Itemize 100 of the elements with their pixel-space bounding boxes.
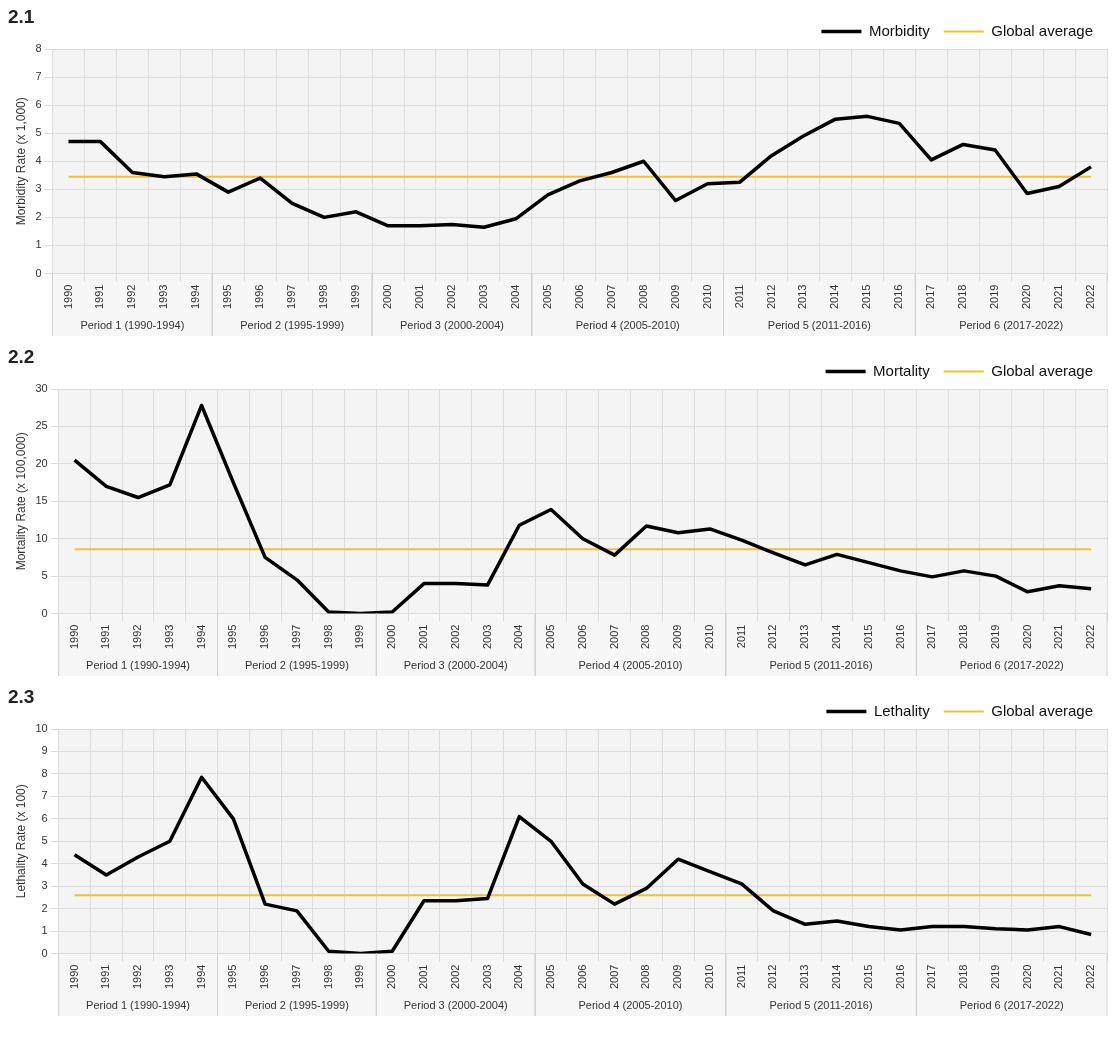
x-tick-label: 2021 [1052, 964, 1065, 990]
x-tick-label: 2020 [1020, 624, 1033, 650]
band-label: Period 2 (1995-1999) [244, 999, 349, 1012]
y-tick-label: 3 [41, 879, 48, 892]
x-tick-label: 1994 [189, 284, 202, 310]
x-tick-label: 2011 [732, 284, 745, 309]
x-tick-label: 2007 [607, 624, 620, 650]
x-tick-label: 1995 [226, 624, 239, 650]
x-tick-label: 2014 [828, 284, 841, 310]
y-tick-label: 10 [35, 722, 48, 735]
band-label: Period 5 (2011-2016) [767, 319, 871, 332]
x-tick-label: 2009 [668, 284, 681, 310]
x-tick-label: 2014 [830, 964, 842, 990]
x-tick-label: 1998 [321, 964, 334, 990]
x-tick-label: 2013 [798, 964, 811, 990]
legend-label: Mortality [873, 361, 931, 379]
x-tick-label: 2019 [988, 964, 1001, 990]
x-tick-label: 1998 [317, 284, 330, 310]
x-tick-label: 1995 [221, 284, 234, 310]
y-axis-title: Morbidity Rate (x 1,000) [13, 97, 28, 226]
x-tick-label: 2004 [512, 624, 525, 650]
x-tick-label: 2010 [702, 624, 715, 650]
x-tick-label: 2008 [636, 284, 649, 310]
x-tick-label: 2004 [512, 964, 525, 990]
x-tick-label: 2013 [798, 624, 811, 650]
x-tick-label: 1990 [67, 624, 80, 650]
x-tick-label: 2001 [417, 964, 430, 990]
x-tick-label: 2017 [925, 964, 938, 990]
x-tick-label: 2022 [1084, 284, 1097, 310]
x-tick-label: 2002 [444, 284, 457, 310]
x-tick-label: 1999 [353, 964, 366, 990]
x-tick-label: 1990 [61, 284, 74, 310]
x-tick-label: 2009 [671, 964, 684, 990]
band-label: Period 2 (1995-1999) [240, 319, 345, 332]
x-tick-label: 1998 [321, 624, 334, 650]
x-tick-label: 2013 [796, 284, 809, 310]
x-tick-label: 2014 [830, 624, 842, 650]
band-label: Period 6 (2017-2022) [959, 999, 1064, 1012]
y-tick-label: 0 [35, 266, 42, 279]
x-tick-label: 1992 [131, 624, 144, 650]
x-tick-label: 2022 [1084, 624, 1097, 650]
x-tick-label: 1996 [258, 624, 271, 650]
x-tick-label: 2008 [639, 964, 652, 990]
x-tick-label: 2017 [924, 284, 937, 310]
band-label: Period 5 (2011-2016) [769, 999, 873, 1012]
band-label: Period 4 (2005-2010) [578, 999, 683, 1012]
x-tick-label: 1993 [162, 964, 175, 990]
x-tick-label: 1994 [194, 624, 207, 650]
x-tick-label: 2002 [448, 624, 461, 650]
y-axis-title: Mortality Rate (x 100,000) [13, 432, 28, 571]
chart-title: 2.3 [8, 686, 35, 708]
y-tick-label: 8 [35, 42, 42, 55]
legend-label: Global average [991, 701, 1093, 719]
y-tick-label: 2 [41, 901, 48, 914]
y-tick-label: 7 [41, 789, 48, 802]
chart-title: 2.2 [8, 346, 35, 368]
y-tick-label: 7 [35, 70, 42, 83]
x-tick-label: 2012 [766, 964, 779, 990]
y-tick-label: 10 [35, 531, 48, 544]
x-tick-label: 1997 [289, 964, 302, 990]
y-tick-label: 6 [35, 98, 42, 111]
band-label: Period 5 (2011-2016) [769, 659, 873, 672]
x-tick-label: 1991 [99, 964, 112, 990]
band-label: Period 1 (1990-1994) [80, 319, 185, 332]
x-tick-label: 2019 [988, 624, 1001, 650]
x-tick-label: 1999 [349, 284, 362, 310]
x-tick-label: 1997 [285, 284, 298, 310]
x-tick-label: 2006 [575, 964, 588, 990]
x-tick-label: 2018 [956, 284, 969, 310]
band-label: Period 6 (2017-2022) [959, 319, 1064, 332]
chart-title: 2.1 [8, 6, 35, 28]
legend-label: Global average [991, 361, 1093, 379]
y-tick-label: 4 [35, 154, 42, 167]
x-tick-label: 1997 [289, 624, 302, 650]
x-tick-label: 2005 [540, 284, 553, 310]
x-tick-label: 2019 [988, 284, 1001, 310]
x-tick-label: 1992 [125, 284, 138, 310]
x-tick-label: 2015 [861, 964, 874, 990]
band-label: Period 3 (2000-2004) [403, 999, 508, 1012]
x-tick-label: 2021 [1052, 624, 1065, 650]
x-tick-label: 1994 [194, 964, 207, 990]
band-label: Period 1 (1990-1994) [86, 999, 191, 1012]
x-tick-label: 2000 [385, 624, 398, 650]
x-tick-label: 2004 [508, 284, 521, 310]
x-tick-label: 1993 [162, 624, 175, 650]
x-tick-label: 1996 [258, 964, 271, 990]
y-tick-label: 1 [35, 238, 42, 251]
x-tick-label: 1995 [226, 964, 239, 990]
band-label: Period 6 (2017-2022) [959, 659, 1064, 672]
x-tick-label: 1991 [99, 624, 112, 650]
x-tick-label: 2018 [957, 624, 970, 650]
y-tick-label: 30 [35, 382, 48, 395]
x-tick-label: 2006 [575, 624, 588, 650]
x-tick-label: 2006 [572, 284, 585, 310]
x-tick-label: 2012 [764, 284, 777, 310]
y-tick-label: 9 [41, 744, 48, 757]
y-tick-label: 25 [35, 419, 48, 432]
x-tick-label: 1992 [131, 964, 144, 990]
x-tick-label: 2003 [476, 284, 489, 310]
band-label: Period 4 (2005-2010) [578, 659, 683, 672]
